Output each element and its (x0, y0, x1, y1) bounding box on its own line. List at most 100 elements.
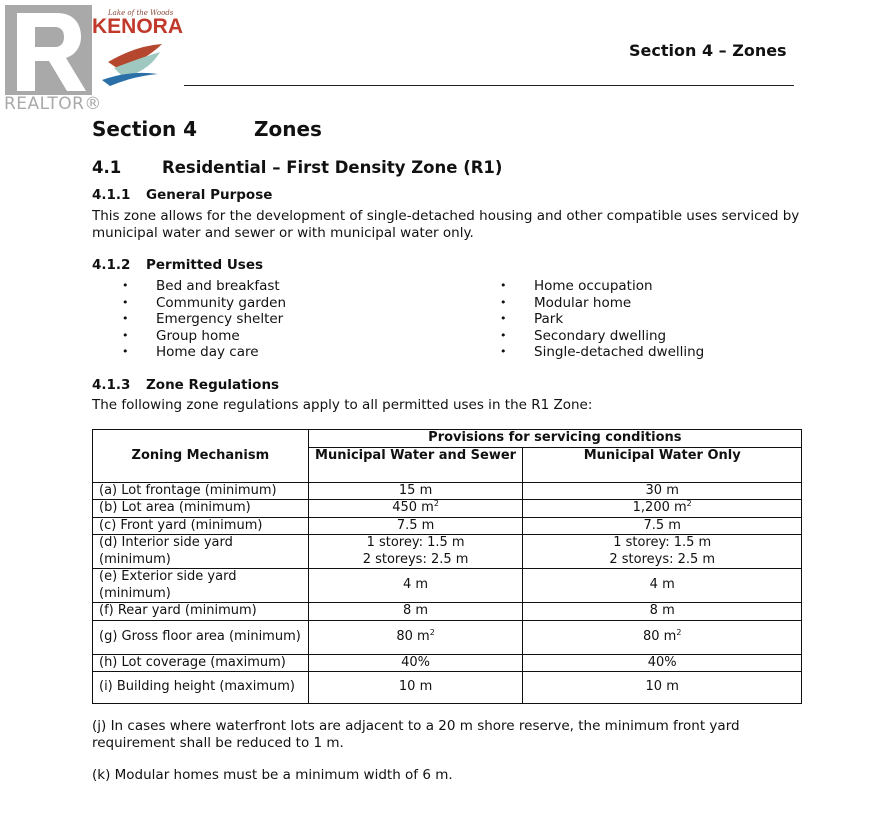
water-sewer-cell: 8 m (307, 602, 524, 621)
cell-text: (c) Front yard (minimum) (99, 517, 263, 533)
cell-text: 30 m (645, 482, 679, 498)
cell-text: 80 m (396, 628, 430, 644)
cell-text: (d) Interior side yard (minimum) (99, 535, 233, 567)
table-row: (c) Front yard (minimum) 7.5 m 7.5 m (92, 516, 802, 535)
mechanism-cell: (b) Lot area (minimum) (92, 499, 309, 518)
list-item: Community garden (122, 295, 286, 312)
mechanism-cell: (e) Exterior side yard (minimum) (92, 568, 309, 603)
water-only-cell: 1,200 m2 (522, 499, 802, 518)
list-item: Bed and breakfast (122, 278, 286, 295)
table-row: (e) Exterior side yard (minimum) 4 m 4 m (92, 568, 802, 603)
heading-number: 4.1.2 (92, 257, 131, 273)
table-row: (d) Interior side yard (minimum) 1 storey… (92, 534, 802, 569)
cell-text: 7.5 m (643, 517, 681, 533)
cell-text: (g) Gross floor area (minimum) (99, 628, 301, 644)
mechanism-cell: (d) Interior side yard (minimum) (92, 534, 309, 569)
section-title: Zones (254, 117, 322, 141)
note-j: (j) In cases where waterfront lots are a… (92, 718, 740, 751)
water-sewer-cell: 15 m (307, 481, 524, 500)
table-row: (g) Gross floor area (minimum) 80 m2 80 m2 (92, 619, 802, 655)
table-row: (h) Lot coverage (maximum) 40% 40% (92, 653, 802, 672)
permitted-uses-heading: 4.1.2 Permitted Uses (92, 257, 263, 273)
cell-text: 1 storey: 1.5 m (613, 535, 712, 550)
heading-text: General Purpose (146, 187, 273, 203)
permitted-uses-list-left: Bed and breakfast Community garden Emerg… (122, 278, 286, 361)
general-purpose-heading: 4.1.1 General Purpose (92, 187, 272, 203)
water-only-cell: 30 m (522, 481, 802, 500)
superscript: 2 (676, 627, 682, 637)
realtor-logo (5, 5, 92, 95)
cell-text: 4 m (403, 577, 429, 593)
list-item: Park (500, 311, 704, 328)
header-divider (184, 85, 794, 86)
cell-text: 7.5 m (396, 517, 435, 533)
cell-text: 1 storey: 1.5 m (366, 535, 465, 550)
general-purpose-text: This zone allows for the development of … (92, 208, 800, 241)
water-sewer-cell: 40% (307, 653, 524, 672)
cell-text: 450 m (392, 500, 434, 515)
heading-number: 4.1.3 (92, 377, 131, 393)
water-only-cell: 4 m (522, 568, 802, 603)
water-sewer-cell: 80 m2 (307, 619, 524, 655)
subsection-heading: 4.1 Residential – First Density Zone (R1) (92, 158, 502, 177)
subsection-title: Residential – First Density Zone (R1) (162, 158, 503, 177)
cell-text: 1,200 m (632, 500, 687, 515)
mechanism-cell: (a) Lot frontage (minimum) (92, 481, 309, 500)
column-header-water-sewer: Municipal Water and Sewer (307, 446, 524, 483)
cell-text: 15 m (398, 482, 433, 498)
list-item: Emergency shelter (122, 311, 286, 328)
column-header-water-only: Municipal Water Only (522, 446, 802, 483)
section-number: Section 4 (92, 117, 198, 141)
mechanism-cell: (h) Lot coverage (maximum) (92, 653, 309, 672)
subsection-number: 4.1 (92, 158, 122, 177)
cell-text: (f) Rear yard (minimum) (99, 603, 257, 618)
water-only-cell: 8 m (522, 602, 802, 621)
realtor-wordmark: REALTOR® (4, 94, 102, 114)
cell-text: 10 m (398, 679, 433, 695)
superscript: 2 (686, 499, 692, 508)
cell-text: 2 storeys: 2.5 m (609, 551, 716, 567)
column-group-header: Provisions for servicing conditions (307, 429, 803, 448)
table-row: (a) Lot frontage (minimum) 15 m 30 m (92, 481, 802, 500)
zone-regulations-intro: The following zone regulations apply to … (92, 397, 593, 413)
list-item: Home occupation (500, 278, 704, 295)
heading-text: Zone Regulations (146, 377, 280, 393)
water-only-cell: 40% (522, 653, 802, 672)
list-item: Modular home (500, 295, 704, 312)
mechanism-cell: (c) Front yard (minimum) (92, 516, 309, 535)
list-item: Group home (122, 328, 286, 345)
table-row: (i) Building height (maximum) 10 m 10 m (92, 671, 802, 704)
table-row: (f) Rear yard (minimum) 8 m 8 m (92, 602, 802, 621)
water-sewer-cell: 4 m (307, 568, 524, 603)
cell-text: 80 m (642, 628, 677, 644)
water-only-cell: 10 m (522, 671, 802, 704)
superscript: 2 (433, 499, 439, 508)
cell-text: 40% (647, 654, 677, 670)
water-sewer-cell: 450 m2 (307, 499, 524, 518)
cell-text: 40% (401, 654, 431, 670)
list-item: Home day care (122, 344, 286, 361)
cell-text: 8 m (649, 603, 675, 618)
heading-text: Permitted Uses (146, 257, 264, 273)
mechanism-cell: (g) Gross floor area (minimum) (92, 619, 309, 655)
water-sewer-cell: 10 m (307, 671, 524, 704)
list-item: Single-detached dwelling (500, 344, 704, 361)
zone-regulations-table: Zoning Mechanism Provisions for servicin… (92, 429, 803, 704)
header-title: Section 4 – Zones (629, 41, 787, 60)
zone-regulations-heading: 4.1.3 Zone Regulations (92, 377, 279, 393)
permitted-uses-list-right: Home occupation Modular home Park Second… (500, 278, 704, 361)
mechanism-cell: (f) Rear yard (minimum) (92, 602, 309, 621)
cell-text: (h) Lot coverage (maximum) (99, 654, 286, 670)
cell-text: 8 m (403, 603, 429, 618)
kenora-logo: KENORA (92, 15, 184, 38)
column-header-mechanism: Zoning Mechanism (92, 429, 309, 483)
water-sewer-cell: 7.5 m (307, 516, 524, 535)
cell-text: 2 storeys: 2.5 m (362, 551, 469, 567)
water-only-cell: 80 m2 (522, 619, 802, 655)
cell-text: 4 m (649, 577, 675, 593)
cell-text: (b) Lot area (minimum) (99, 500, 251, 515)
heading-number: 4.1.1 (92, 187, 131, 203)
kenora-tagline: Lake of the Woods (108, 9, 174, 17)
